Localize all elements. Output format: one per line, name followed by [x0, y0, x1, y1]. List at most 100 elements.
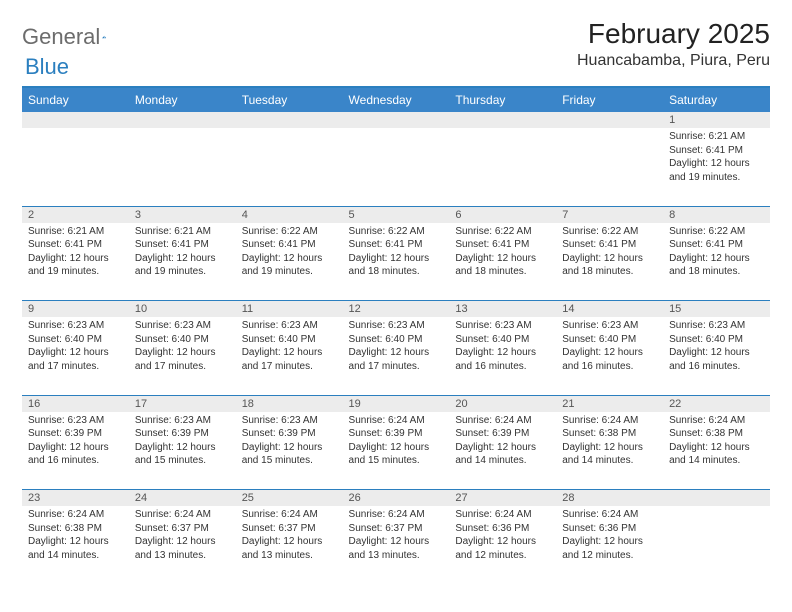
day-number-row: 2345678 [22, 206, 770, 223]
daylight-text: Daylight: 12 hours and 17 minutes. [242, 346, 337, 373]
day-number-cell: 12 [343, 301, 450, 318]
day-number-cell [556, 112, 663, 128]
day-details: Sunrise: 6:22 AMSunset: 6:41 PMDaylight:… [236, 223, 343, 285]
sunset-text: Sunset: 6:38 PM [28, 522, 123, 536]
day-details: Sunrise: 6:24 AMSunset: 6:39 PMDaylight:… [343, 412, 450, 474]
day-cell: Sunrise: 6:23 AMSunset: 6:40 PMDaylight:… [22, 317, 129, 395]
daylight-text: Daylight: 12 hours and 14 minutes. [455, 441, 550, 468]
sunset-text: Sunset: 6:38 PM [562, 427, 657, 441]
day-details: Sunrise: 6:24 AMSunset: 6:37 PMDaylight:… [129, 506, 236, 568]
day-body-row: Sunrise: 6:24 AMSunset: 6:38 PMDaylight:… [22, 506, 770, 584]
day-details: Sunrise: 6:22 AMSunset: 6:41 PMDaylight:… [343, 223, 450, 285]
sunset-text: Sunset: 6:40 PM [135, 333, 230, 347]
day-cell: Sunrise: 6:24 AMSunset: 6:39 PMDaylight:… [343, 412, 450, 490]
daylight-text: Daylight: 12 hours and 18 minutes. [349, 252, 444, 279]
day-number-cell: 13 [449, 301, 556, 318]
day-cell: Sunrise: 6:24 AMSunset: 6:36 PMDaylight:… [449, 506, 556, 584]
weekday-header: Thursday [449, 88, 556, 112]
sunset-text: Sunset: 6:41 PM [135, 238, 230, 252]
day-number-cell: 4 [236, 206, 343, 223]
day-number-cell: 6 [449, 206, 556, 223]
day-number-cell: 2 [22, 206, 129, 223]
day-number-cell: 19 [343, 395, 450, 412]
sunrise-text: Sunrise: 6:23 AM [28, 414, 123, 428]
sunrise-text: Sunrise: 6:23 AM [562, 319, 657, 333]
day-cell [449, 128, 556, 206]
day-details: Sunrise: 6:22 AMSunset: 6:41 PMDaylight:… [449, 223, 556, 285]
sunset-text: Sunset: 6:38 PM [669, 427, 764, 441]
day-number-row: 9101112131415 [22, 301, 770, 318]
daylight-text: Daylight: 12 hours and 16 minutes. [455, 346, 550, 373]
sunrise-text: Sunrise: 6:24 AM [349, 508, 444, 522]
day-number-cell [236, 112, 343, 128]
sunset-text: Sunset: 6:41 PM [28, 238, 123, 252]
day-cell [22, 128, 129, 206]
sunrise-text: Sunrise: 6:22 AM [349, 225, 444, 239]
day-details: Sunrise: 6:24 AMSunset: 6:39 PMDaylight:… [449, 412, 556, 474]
sunrise-text: Sunrise: 6:22 AM [242, 225, 337, 239]
sunset-text: Sunset: 6:40 PM [349, 333, 444, 347]
day-number-cell: 26 [343, 490, 450, 507]
brand-sail-icon [102, 30, 106, 44]
day-details: Sunrise: 6:23 AMSunset: 6:40 PMDaylight:… [22, 317, 129, 379]
day-number-cell: 27 [449, 490, 556, 507]
daylight-text: Daylight: 12 hours and 17 minutes. [135, 346, 230, 373]
sunrise-text: Sunrise: 6:21 AM [669, 130, 764, 144]
sunset-text: Sunset: 6:41 PM [455, 238, 550, 252]
sunrise-text: Sunrise: 6:24 AM [455, 414, 550, 428]
day-cell: Sunrise: 6:24 AMSunset: 6:36 PMDaylight:… [556, 506, 663, 584]
day-details: Sunrise: 6:24 AMSunset: 6:38 PMDaylight:… [556, 412, 663, 474]
daylight-text: Daylight: 12 hours and 15 minutes. [242, 441, 337, 468]
sunset-text: Sunset: 6:41 PM [242, 238, 337, 252]
day-details: Sunrise: 6:23 AMSunset: 6:40 PMDaylight:… [343, 317, 450, 379]
day-cell [663, 506, 770, 584]
sunrise-text: Sunrise: 6:23 AM [28, 319, 123, 333]
day-number-row: 232425262728 [22, 490, 770, 507]
brand-name-part2: Blue [25, 54, 69, 79]
brand-logo: General [22, 24, 126, 50]
sunrise-text: Sunrise: 6:24 AM [562, 508, 657, 522]
day-details: Sunrise: 6:21 AMSunset: 6:41 PMDaylight:… [663, 128, 770, 190]
day-cell: Sunrise: 6:23 AMSunset: 6:39 PMDaylight:… [129, 412, 236, 490]
sunrise-text: Sunrise: 6:21 AM [28, 225, 123, 239]
day-number-cell: 9 [22, 301, 129, 318]
day-body-row: Sunrise: 6:21 AMSunset: 6:41 PMDaylight:… [22, 128, 770, 206]
sunrise-text: Sunrise: 6:22 AM [562, 225, 657, 239]
daylight-text: Daylight: 12 hours and 17 minutes. [349, 346, 444, 373]
daylight-text: Daylight: 12 hours and 14 minutes. [562, 441, 657, 468]
day-details: Sunrise: 6:22 AMSunset: 6:41 PMDaylight:… [663, 223, 770, 285]
day-cell: Sunrise: 6:24 AMSunset: 6:38 PMDaylight:… [663, 412, 770, 490]
weekday-header: Monday [129, 88, 236, 112]
sunset-text: Sunset: 6:39 PM [349, 427, 444, 441]
sunset-text: Sunset: 6:39 PM [242, 427, 337, 441]
day-number-row: 16171819202122 [22, 395, 770, 412]
day-cell: Sunrise: 6:22 AMSunset: 6:41 PMDaylight:… [236, 223, 343, 301]
sunset-text: Sunset: 6:39 PM [28, 427, 123, 441]
daylight-text: Daylight: 12 hours and 19 minutes. [669, 157, 764, 184]
day-details: Sunrise: 6:24 AMSunset: 6:38 PMDaylight:… [22, 506, 129, 568]
day-number-cell: 23 [22, 490, 129, 507]
day-cell: Sunrise: 6:21 AMSunset: 6:41 PMDaylight:… [663, 128, 770, 206]
sunset-text: Sunset: 6:37 PM [349, 522, 444, 536]
day-number-cell [449, 112, 556, 128]
weekday-header: Saturday [663, 88, 770, 112]
day-number-cell: 11 [236, 301, 343, 318]
daylight-text: Daylight: 12 hours and 19 minutes. [135, 252, 230, 279]
day-body-row: Sunrise: 6:21 AMSunset: 6:41 PMDaylight:… [22, 223, 770, 301]
sunrise-text: Sunrise: 6:21 AM [135, 225, 230, 239]
daylight-text: Daylight: 12 hours and 18 minutes. [455, 252, 550, 279]
day-number-cell: 16 [22, 395, 129, 412]
day-details: Sunrise: 6:24 AMSunset: 6:37 PMDaylight:… [236, 506, 343, 568]
day-cell: Sunrise: 6:22 AMSunset: 6:41 PMDaylight:… [449, 223, 556, 301]
daylight-text: Daylight: 12 hours and 19 minutes. [242, 252, 337, 279]
day-cell: Sunrise: 6:23 AMSunset: 6:39 PMDaylight:… [236, 412, 343, 490]
day-cell: Sunrise: 6:23 AMSunset: 6:40 PMDaylight:… [449, 317, 556, 395]
day-cell: Sunrise: 6:24 AMSunset: 6:39 PMDaylight:… [449, 412, 556, 490]
day-cell: Sunrise: 6:21 AMSunset: 6:41 PMDaylight:… [129, 223, 236, 301]
sunrise-text: Sunrise: 6:24 AM [135, 508, 230, 522]
day-details: Sunrise: 6:23 AMSunset: 6:40 PMDaylight:… [129, 317, 236, 379]
day-details: Sunrise: 6:23 AMSunset: 6:39 PMDaylight:… [129, 412, 236, 474]
day-cell [556, 128, 663, 206]
day-cell: Sunrise: 6:22 AMSunset: 6:41 PMDaylight:… [343, 223, 450, 301]
sunset-text: Sunset: 6:39 PM [135, 427, 230, 441]
